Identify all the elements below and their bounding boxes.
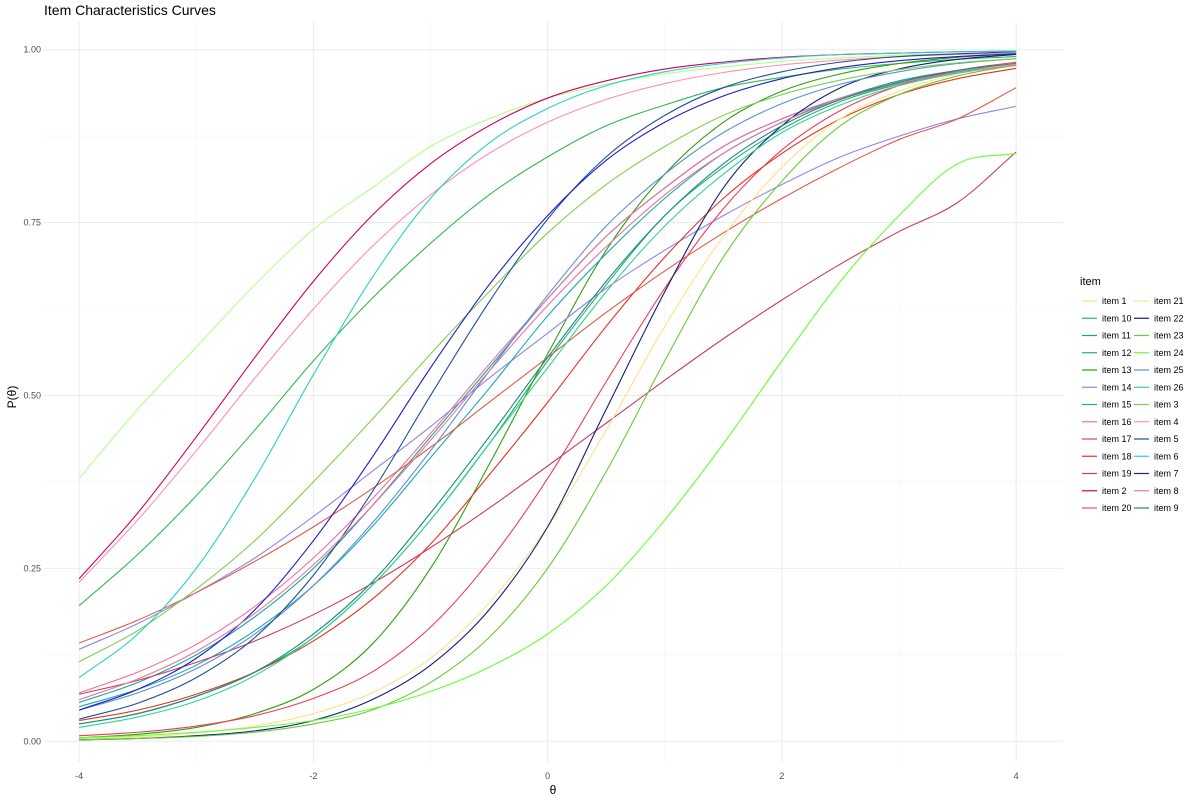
legend-label: item 4 <box>1154 417 1179 427</box>
legend-label: item 8 <box>1154 486 1179 496</box>
legend-entry: item 2 <box>1082 486 1127 496</box>
x-tick-label: 2 <box>779 771 784 781</box>
legend-label: item 22 <box>1154 313 1184 323</box>
legend-entry: item 7 <box>1134 469 1179 479</box>
y-tick-label: 0.25 <box>23 563 41 573</box>
series-line-item-5 <box>78 51 1017 720</box>
series-lines <box>78 50 1017 741</box>
x-tick-label: 4 <box>1014 771 1019 781</box>
y-tick-label: 1.00 <box>23 45 41 55</box>
legend-label: item 19 <box>1102 469 1132 479</box>
legend-label: item 10 <box>1102 313 1132 323</box>
legend-label: item 17 <box>1102 434 1132 444</box>
series-line-item-22 <box>79 53 1017 741</box>
legend-entry: item 23 <box>1134 331 1184 341</box>
series-line-item-26 <box>79 64 1017 728</box>
series-line-item-6 <box>78 50 1017 679</box>
legend-label: item 14 <box>1102 382 1132 392</box>
chart-title: Item Characteristics Curves <box>44 2 216 18</box>
legend-entry: item 14 <box>1082 382 1132 392</box>
legend-label: item 13 <box>1102 365 1132 375</box>
y-tick-label: 0.00 <box>23 736 41 746</box>
legend-label: item 2 <box>1102 486 1127 496</box>
legend-entry: item 17 <box>1082 434 1132 444</box>
series-line-item-7 <box>78 53 1017 711</box>
legend-label: item 3 <box>1154 400 1179 410</box>
series-line-item-14 <box>78 105 1017 650</box>
legend-label: item 20 <box>1102 503 1132 513</box>
legend-entry: item 13 <box>1082 365 1132 375</box>
legend-entry: item 16 <box>1082 417 1132 427</box>
legend-label: item 15 <box>1102 400 1132 410</box>
series-line-item-9 <box>79 62 1017 725</box>
x-tick-label: -2 <box>309 771 317 781</box>
legend-label: item 23 <box>1154 331 1184 341</box>
legend-entry: item 5 <box>1134 434 1179 444</box>
legend-entry: item 21 <box>1134 296 1184 306</box>
series-line-item-10 <box>78 56 1017 607</box>
x-axis-title: θ <box>550 783 557 797</box>
legend-label: item 11 <box>1102 331 1131 341</box>
legend-label: item 18 <box>1102 451 1132 461</box>
legend-label: item 26 <box>1154 382 1184 392</box>
legend-entry: item 11 <box>1082 331 1131 341</box>
x-axis-ticks: -4 -2 0 2 4 <box>75 771 1019 781</box>
y-axis-ticks: 0.00 0.25 0.50 0.75 1.00 <box>23 45 41 747</box>
series-line-item-3 <box>78 58 1017 663</box>
series-line-item-17 <box>79 61 1017 737</box>
y-tick-label: 0.50 <box>23 390 41 400</box>
legend-entry: item 8 <box>1134 486 1179 496</box>
legend-label: item 1 <box>1102 296 1127 306</box>
legend-entry: item 19 <box>1082 469 1132 479</box>
legend-entry: item 26 <box>1134 382 1184 392</box>
legend-entry: item 9 <box>1134 503 1179 513</box>
series-line-item-25 <box>78 58 1017 711</box>
series-line-item-23 <box>79 64 1017 741</box>
series-line-item-13 <box>79 53 1017 739</box>
legend-entry: item 15 <box>1082 400 1132 410</box>
legend-label: item 24 <box>1154 348 1184 358</box>
legend-label: item 21 <box>1154 296 1184 306</box>
legend-label: item 16 <box>1102 417 1132 427</box>
series-line-item-21 <box>79 62 1017 740</box>
series-line-item-16 <box>78 65 1017 694</box>
series-line-item-19 <box>79 151 1017 695</box>
legend-entry: item 3 <box>1134 400 1179 410</box>
series-line-item-24 <box>79 152 1017 739</box>
legend-label: item 12 <box>1102 348 1132 358</box>
legend-entry: item 1 <box>1082 296 1127 306</box>
legend-entry: item 24 <box>1134 348 1184 358</box>
legend-label: item 7 <box>1154 469 1179 479</box>
x-tick-label: -4 <box>75 771 83 781</box>
legend-label: item 25 <box>1154 365 1184 375</box>
legend-entry: item 4 <box>1134 417 1179 427</box>
legend-entry: item 18 <box>1082 451 1132 461</box>
series-line-item-1 <box>78 51 1017 479</box>
legend-entry: item 10 <box>1082 313 1132 323</box>
x-tick-label: 0 <box>545 771 550 781</box>
legend-label: item 5 <box>1154 434 1179 444</box>
y-axis-title: P(θ) <box>5 386 19 409</box>
legend-entry: item 22 <box>1134 313 1184 323</box>
legend-entry: item 12 <box>1082 348 1132 358</box>
legend-label: item 6 <box>1154 451 1179 461</box>
y-tick-label: 0.75 <box>23 218 41 228</box>
legend-entry: item 20 <box>1082 503 1132 513</box>
legend-title: item <box>1080 276 1101 288</box>
series-line-item-4 <box>78 52 1017 583</box>
legend-entry: item 25 <box>1134 365 1184 375</box>
legend-entry: item 6 <box>1134 451 1179 461</box>
legend-items: item 1 item 10 item 11 item 12 item 13 item 1… <box>1082 296 1184 513</box>
legend-label: item 9 <box>1154 503 1179 513</box>
